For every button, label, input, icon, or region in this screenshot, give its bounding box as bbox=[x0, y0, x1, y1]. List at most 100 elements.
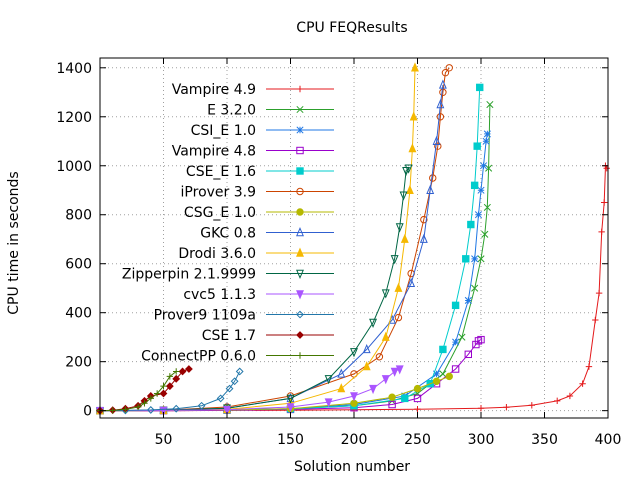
data-point bbox=[474, 211, 483, 219]
data-point bbox=[165, 382, 174, 391]
data-point bbox=[159, 389, 168, 398]
data-point bbox=[407, 277, 416, 288]
grid bbox=[100, 58, 608, 418]
data-point bbox=[399, 191, 408, 201]
x-tick-label: 150 bbox=[277, 432, 304, 448]
data-point bbox=[436, 99, 445, 109]
legend-label: Vampire 4.8 bbox=[172, 144, 256, 160]
data-point bbox=[451, 301, 460, 310]
x-tick-label: 50 bbox=[155, 432, 173, 448]
data-point bbox=[141, 400, 148, 407]
legend-entry: GKC 0.8 bbox=[200, 226, 334, 242]
data-point bbox=[400, 233, 409, 243]
data-point bbox=[172, 404, 181, 413]
x-tick-label: 200 bbox=[341, 432, 368, 448]
legend-marker bbox=[296, 227, 304, 237]
legend-entry: cvc5 1.1.3 bbox=[183, 287, 334, 303]
data-point bbox=[434, 142, 442, 150]
legend-entry: CSG_E 1.0 bbox=[184, 205, 334, 221]
x-tick-label: 300 bbox=[468, 432, 495, 448]
data-point bbox=[420, 215, 428, 224]
data-point bbox=[432, 135, 441, 145]
data-point bbox=[579, 380, 586, 387]
series-line bbox=[99, 375, 450, 412]
data-point bbox=[178, 367, 187, 376]
data-point bbox=[395, 365, 404, 375]
data-point bbox=[410, 62, 419, 72]
data-point bbox=[441, 68, 450, 77]
legend-entry: iProver 3.9 bbox=[181, 185, 334, 201]
data-point bbox=[166, 373, 174, 380]
data-point bbox=[482, 137, 490, 145]
legend-marker bbox=[296, 208, 304, 216]
data-point bbox=[483, 130, 491, 138]
data-point bbox=[451, 365, 460, 373]
data-point bbox=[477, 255, 485, 263]
legend-entry: Vampire 4.9 bbox=[172, 82, 334, 98]
data-point bbox=[134, 403, 142, 411]
axis-ticks: 50 100 150 200 250 300 350 400 0 200 400 600 800 1000… bbox=[56, 58, 621, 448]
legend-entry: CSE_E 1.6 bbox=[186, 164, 334, 180]
x-tick-label: 100 bbox=[214, 432, 241, 448]
legend-marker bbox=[296, 167, 304, 175]
legend-label: Vampire 4.9 bbox=[172, 82, 256, 98]
data-point bbox=[216, 394, 225, 403]
legend-entry: ConnectPP 0.6.0 bbox=[141, 349, 334, 365]
data-point bbox=[388, 400, 396, 409]
data-point bbox=[528, 402, 535, 409]
data-point bbox=[350, 392, 358, 402]
data-point bbox=[429, 174, 437, 182]
data-point bbox=[375, 353, 384, 361]
legend-marker bbox=[296, 187, 304, 196]
legend-marker bbox=[296, 126, 304, 134]
series-13 bbox=[96, 368, 180, 414]
data-point bbox=[235, 367, 244, 376]
series-line bbox=[99, 368, 400, 412]
series-0 bbox=[96, 162, 610, 414]
legend-marker bbox=[296, 247, 304, 257]
data-point bbox=[223, 405, 231, 416]
data-point bbox=[394, 282, 403, 292]
data-point bbox=[436, 113, 445, 121]
data-point bbox=[381, 331, 390, 341]
legend-marker bbox=[296, 352, 304, 359]
data-point bbox=[554, 397, 561, 405]
data-point bbox=[362, 361, 371, 371]
legend-entry: CSI_E 1.0 bbox=[191, 123, 334, 139]
data-point bbox=[503, 404, 510, 411]
data-point bbox=[172, 374, 181, 383]
y-tick-label: 400 bbox=[65, 306, 92, 322]
legend-marker bbox=[296, 269, 304, 279]
data-point bbox=[458, 333, 466, 341]
data-point bbox=[286, 403, 295, 413]
legend-entry: CSE 1.7 bbox=[202, 328, 334, 344]
data-point bbox=[153, 390, 161, 397]
legend-label: CSG_E 1.0 bbox=[184, 205, 256, 221]
series-layer bbox=[96, 62, 610, 417]
data-point bbox=[405, 184, 414, 194]
legend-marker bbox=[296, 310, 304, 319]
legend-label: ConnectPP 0.6.0 bbox=[141, 349, 256, 365]
legend-label: CSI_E 1.0 bbox=[191, 123, 256, 139]
data-point bbox=[395, 223, 404, 233]
legend-marker bbox=[296, 85, 304, 93]
data-point bbox=[286, 394, 295, 404]
data-point bbox=[471, 255, 479, 263]
data-point bbox=[146, 406, 155, 414]
data-point bbox=[471, 284, 479, 292]
data-point bbox=[109, 407, 116, 414]
data-point bbox=[337, 368, 346, 378]
data-point bbox=[467, 220, 475, 229]
data-point bbox=[477, 186, 485, 194]
legend-entry: E 3.2.0 bbox=[207, 103, 334, 119]
y-tick-label: 1200 bbox=[56, 110, 92, 126]
y-tick-label: 0 bbox=[83, 404, 92, 420]
data-point bbox=[413, 384, 422, 393]
x-tick-label: 400 bbox=[595, 432, 622, 448]
series-line bbox=[99, 371, 241, 412]
legend-label: CSE_E 1.6 bbox=[186, 164, 256, 180]
data-point bbox=[414, 405, 421, 413]
data-point bbox=[439, 370, 447, 378]
data-point bbox=[481, 230, 489, 238]
